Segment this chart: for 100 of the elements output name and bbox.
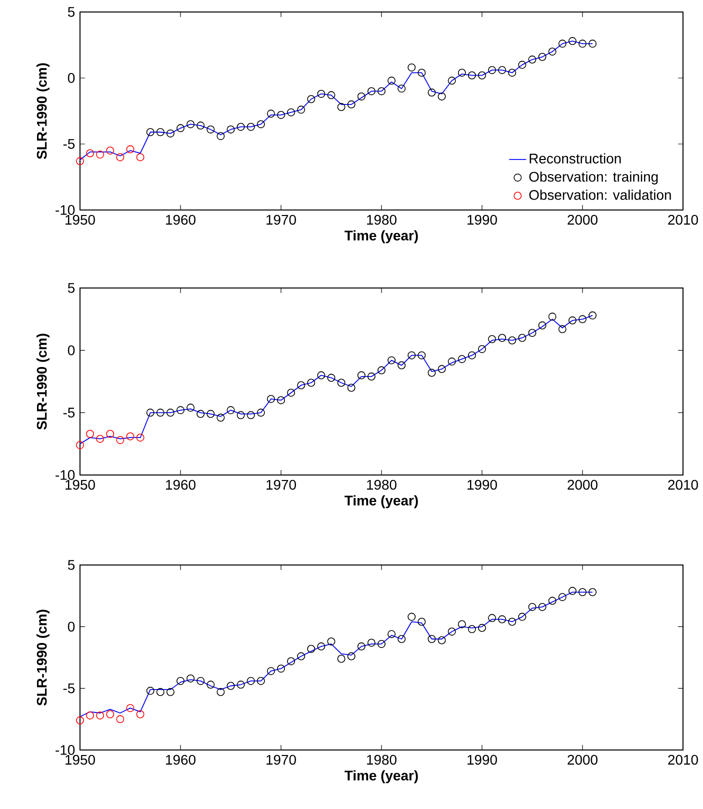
point xyxy=(266,110,275,118)
x-tick-label: 1980 xyxy=(366,754,396,765)
point xyxy=(448,628,456,636)
point xyxy=(367,372,376,381)
x-tick-label: 1970 xyxy=(266,214,296,225)
legend-label: Observation: training xyxy=(529,171,658,184)
point xyxy=(568,316,576,324)
point xyxy=(428,635,436,644)
point xyxy=(387,630,396,638)
point xyxy=(588,311,596,320)
point xyxy=(226,682,235,690)
point xyxy=(266,394,275,403)
point xyxy=(136,434,144,442)
point xyxy=(568,37,576,46)
y-tick-label: 5 xyxy=(68,7,74,17)
point xyxy=(418,68,426,77)
point xyxy=(276,110,285,119)
point xyxy=(398,635,406,644)
point xyxy=(408,612,416,621)
point xyxy=(226,125,235,134)
point xyxy=(518,334,526,342)
point xyxy=(106,430,114,438)
point xyxy=(327,637,336,646)
point xyxy=(478,71,486,80)
point xyxy=(307,95,316,104)
point xyxy=(206,410,215,418)
point xyxy=(578,588,586,596)
point xyxy=(136,153,144,162)
point xyxy=(357,92,366,100)
point xyxy=(116,715,124,724)
point xyxy=(448,76,456,85)
point xyxy=(146,128,154,136)
point xyxy=(367,87,376,96)
point xyxy=(307,644,316,653)
point xyxy=(226,406,235,414)
point xyxy=(387,76,396,85)
point xyxy=(458,68,466,77)
point xyxy=(448,358,456,366)
point xyxy=(387,356,396,364)
point xyxy=(518,612,526,621)
point xyxy=(518,60,526,69)
point xyxy=(498,615,506,624)
point xyxy=(206,680,215,689)
x-tick-label: 1990 xyxy=(467,480,497,490)
x-tick-label: 1950 xyxy=(65,214,95,225)
y-axis-title: SLR-1990 (cm) xyxy=(36,610,50,706)
x-tick-label: 2010 xyxy=(668,480,698,490)
point xyxy=(468,625,476,634)
point xyxy=(488,335,496,344)
point xyxy=(478,624,486,632)
point xyxy=(317,371,326,380)
y-axis-title: SLR-1990 (cm) xyxy=(36,334,50,430)
point xyxy=(307,378,316,387)
point xyxy=(176,406,184,414)
point xyxy=(286,108,295,116)
x-tick-label: 1960 xyxy=(166,754,196,765)
point xyxy=(558,40,566,48)
point xyxy=(568,586,576,595)
point xyxy=(528,602,536,611)
point xyxy=(236,122,245,131)
point xyxy=(256,120,265,128)
point xyxy=(347,384,356,392)
point xyxy=(357,371,366,380)
point xyxy=(156,128,164,136)
point xyxy=(106,146,114,155)
point xyxy=(76,441,84,450)
point xyxy=(86,149,94,158)
y-tick-label: -10 xyxy=(56,470,75,480)
point xyxy=(86,430,94,438)
x-axis-title: Time (year) xyxy=(344,495,418,508)
point xyxy=(538,52,546,61)
point xyxy=(438,92,446,100)
legend-label: Reconstruction xyxy=(530,153,621,164)
point xyxy=(156,408,164,417)
point xyxy=(377,366,386,374)
point xyxy=(327,374,336,382)
point xyxy=(186,404,194,412)
point xyxy=(377,640,386,648)
point xyxy=(488,614,496,622)
point xyxy=(367,638,376,647)
y-tick-label: 5 xyxy=(68,560,74,570)
y-tick-label: 0 xyxy=(68,345,75,356)
point xyxy=(176,676,184,685)
point xyxy=(458,620,466,628)
point xyxy=(317,90,326,98)
point xyxy=(558,325,566,334)
point xyxy=(558,593,566,602)
point xyxy=(146,686,154,695)
point xyxy=(156,688,164,696)
point xyxy=(428,368,436,377)
point xyxy=(126,432,134,440)
point xyxy=(106,710,114,718)
point xyxy=(357,642,366,650)
point xyxy=(196,122,205,130)
point xyxy=(126,704,134,712)
point xyxy=(236,680,245,689)
point xyxy=(86,711,94,720)
y-axis-title: SLR-1990 (cm) xyxy=(36,63,50,160)
point xyxy=(297,106,306,114)
x-axis-title: Time (year) xyxy=(344,770,418,784)
